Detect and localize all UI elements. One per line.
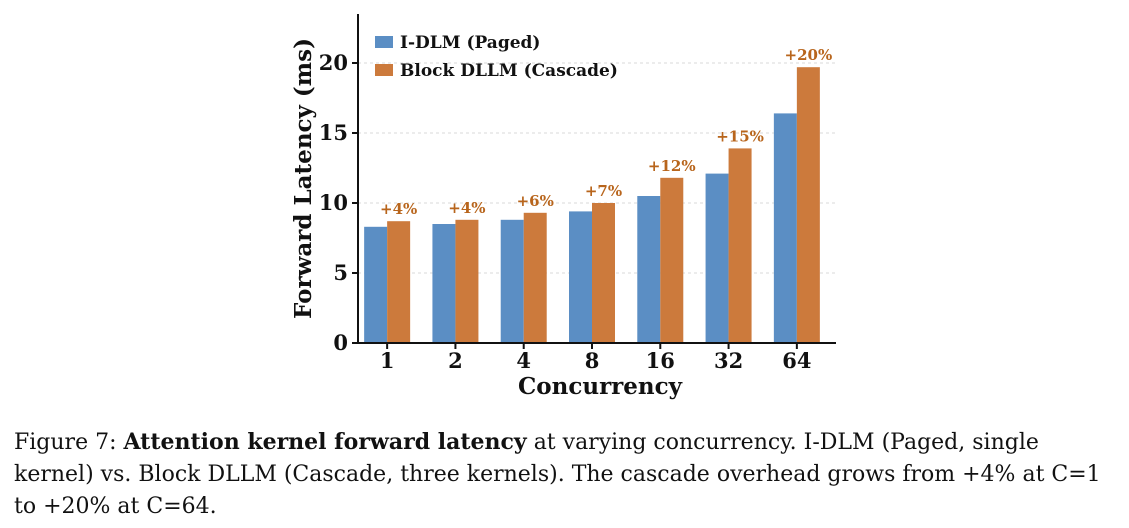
legend-label-i-dlm: I-DLM (Paged) [400, 33, 540, 53]
bar-i-dlm-8 [569, 211, 592, 343]
bar-i-dlm-16 [637, 196, 661, 343]
bar-block-dllm-32 [728, 148, 752, 343]
overhead-label: +20% [785, 46, 833, 64]
x-tick-label: 32 [714, 348, 743, 373]
legend: I-DLM (Paged) Block DLLM (Cascade) [375, 33, 618, 81]
overhead-label: +4% [448, 199, 485, 217]
x-tick-label: 1 [380, 348, 395, 373]
x-axis-title: Concurrency [518, 373, 683, 400]
caption-text: at varying concurrency. I-DLM (Paged, si… [14, 430, 1101, 519]
x-tick-label: 16 [646, 348, 675, 373]
bar-block-dllm-8 [592, 203, 615, 343]
caption-title: Attention kernel forward latency [123, 429, 527, 455]
y-axis-title: Forward Latency (ms) [290, 38, 317, 319]
x-tick-label: 64 [782, 348, 811, 373]
y-tick-label: 20 [319, 50, 348, 75]
bars [364, 67, 820, 344]
x-ticks: 1 2 4 8 16 32 64 [380, 343, 811, 373]
overhead-label: +15% [716, 127, 764, 145]
legend-label-block-dllm: Block DLLM (Cascade) [400, 61, 618, 81]
overhead-label: +7% [585, 182, 622, 200]
bar-block-dllm-16 [660, 177, 684, 343]
bar-block-dllm-1 [387, 221, 411, 343]
overhead-label: +6% [517, 192, 554, 210]
y-tick-label: 15 [319, 120, 348, 145]
x-tick-label: 4 [516, 348, 531, 373]
bar-i-dlm-64 [773, 113, 797, 344]
bar-block-dllm-4 [523, 212, 547, 343]
y-tick-label: 0 [333, 330, 348, 355]
overhead-label: +4% [380, 200, 417, 218]
bar-annotations: +4% +4% +6% +7% +12% +15% +20% [380, 46, 832, 218]
bar-block-dllm-64 [796, 67, 820, 343]
legend-swatch-i-dlm [375, 36, 393, 48]
y-ticks: 0 5 10 15 20 [319, 50, 358, 355]
bar-i-dlm-4 [500, 219, 524, 343]
y-tick-label: 10 [319, 190, 348, 215]
bar-i-dlm-2 [432, 224, 456, 343]
bar-block-dllm-2 [455, 219, 479, 343]
caption-label: Figure 7: [14, 430, 117, 455]
bar-i-dlm-32 [705, 173, 729, 343]
overhead-label: +12% [648, 157, 696, 175]
y-tick-label: 5 [333, 260, 348, 285]
x-tick-label: 2 [448, 348, 463, 373]
bar-i-dlm-1 [364, 226, 388, 343]
x-tick-label: 8 [585, 348, 600, 373]
legend-swatch-block-dllm [375, 64, 393, 76]
figure-caption: Figure 7: Attention kernel forward laten… [14, 426, 1119, 523]
